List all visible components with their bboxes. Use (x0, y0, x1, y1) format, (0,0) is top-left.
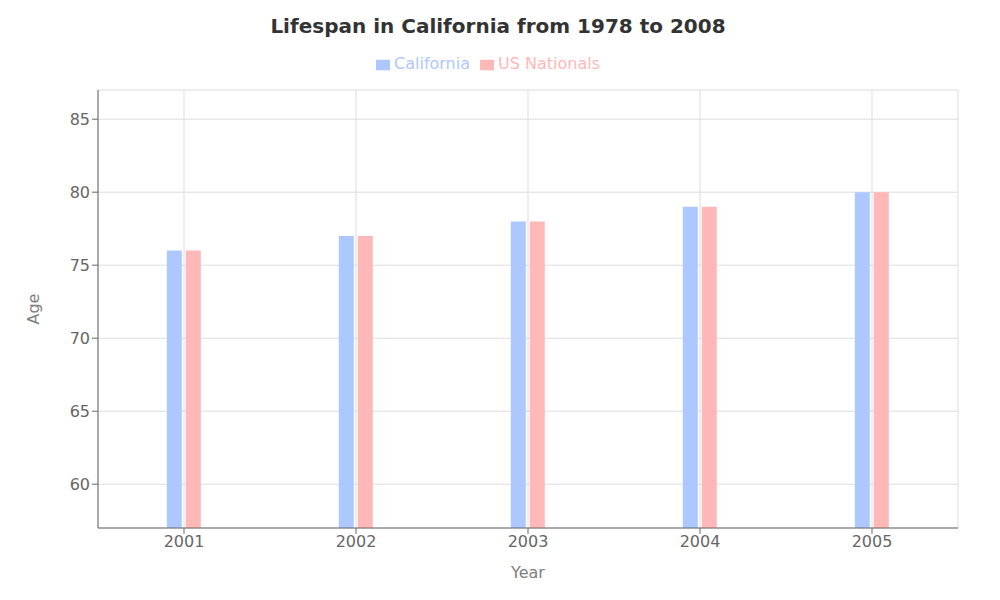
svg-text:60: 60 (70, 475, 90, 494)
html-text:US Nationals: US Nationals (498, 54, 600, 73)
svg-text:2003: 2003 (508, 532, 549, 551)
svg-text:Year: Year (510, 563, 545, 582)
svg-text:85: 85 (70, 110, 90, 129)
svg-text:75: 75 (70, 256, 90, 275)
svg-text:Age: Age (24, 294, 43, 325)
html-text:Lifespan in California from 19: Lifespan in California from 1978 to 2008 (270, 14, 726, 38)
html-text:California: California (394, 54, 470, 73)
svg-text:2001: 2001 (164, 532, 205, 551)
svg-text:80: 80 (70, 183, 90, 202)
svg-text:65: 65 (70, 402, 90, 421)
svg-text:2002: 2002 (336, 532, 377, 551)
svg-text:2005: 2005 (852, 532, 893, 551)
svg-text:70: 70 (70, 329, 90, 348)
svg-text:2004: 2004 (680, 532, 721, 551)
